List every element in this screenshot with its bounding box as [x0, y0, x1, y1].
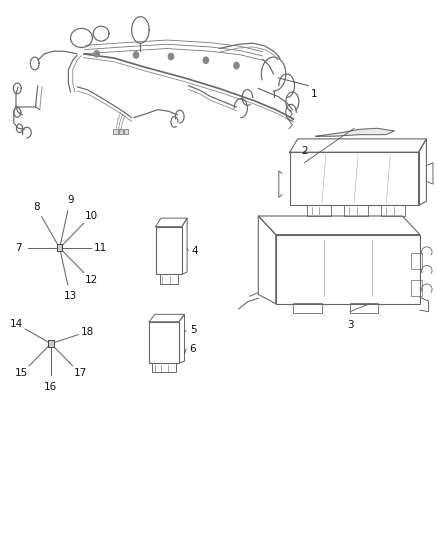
Text: 7: 7	[15, 243, 22, 253]
Bar	[152, 364, 176, 372]
Polygon shape	[316, 128, 395, 136]
Bar	[411, 253, 422, 269]
Text: 2: 2	[301, 147, 307, 157]
Circle shape	[134, 52, 139, 58]
Bar	[276, 235, 420, 304]
Text: 1: 1	[311, 88, 317, 99]
Text: 3: 3	[346, 320, 353, 330]
Text: 12: 12	[85, 275, 98, 285]
Bar	[307, 205, 331, 216]
Text: 14: 14	[10, 319, 23, 329]
Bar	[149, 322, 179, 364]
Circle shape	[203, 57, 208, 63]
Text: 10: 10	[85, 211, 98, 221]
Circle shape	[94, 51, 99, 57]
Bar	[293, 303, 321, 313]
Bar	[411, 280, 422, 296]
Text: 8: 8	[33, 202, 39, 212]
Bar	[350, 303, 378, 313]
Circle shape	[234, 62, 239, 69]
Text: 6: 6	[190, 344, 196, 354]
Bar	[155, 227, 182, 274]
Bar	[290, 152, 419, 205]
Text: 13: 13	[64, 291, 77, 301]
Bar	[381, 205, 406, 216]
Text: 9: 9	[67, 195, 74, 205]
Text: 15: 15	[15, 368, 28, 378]
Text: 4: 4	[192, 246, 198, 255]
Text: 16: 16	[44, 382, 57, 392]
Bar	[344, 205, 368, 216]
Bar	[119, 130, 123, 134]
Circle shape	[168, 53, 173, 60]
Bar	[57, 245, 63, 252]
Text: 5: 5	[190, 325, 196, 335]
Text: 11: 11	[94, 243, 107, 253]
Bar	[124, 130, 128, 134]
Text: 17: 17	[74, 368, 87, 378]
Bar	[113, 130, 118, 134]
Bar	[48, 341, 53, 347]
Bar	[159, 274, 178, 284]
Text: 18: 18	[81, 327, 94, 337]
